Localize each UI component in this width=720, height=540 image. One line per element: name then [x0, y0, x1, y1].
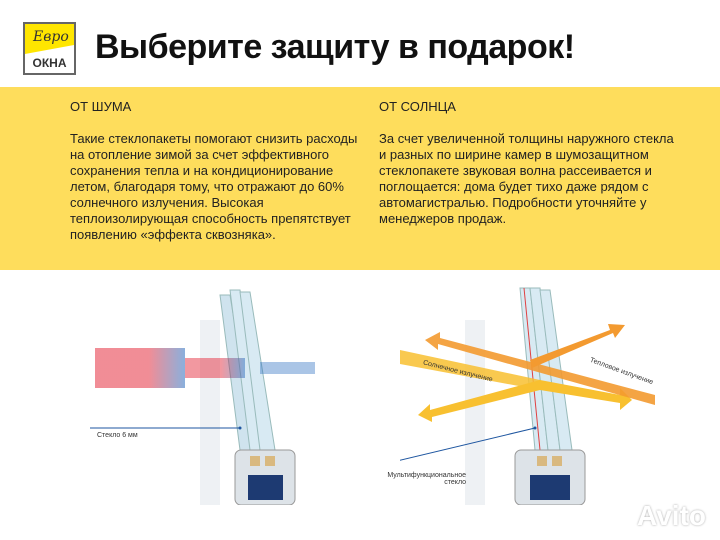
sun-window-illustration	[400, 287, 655, 505]
logo-text-evro: Евро	[33, 29, 69, 45]
multifunction-glass-caption: Мультифункциональное стекло	[384, 472, 466, 486]
caption-line-1: Мультифункциональное	[387, 472, 466, 479]
page-title: Выберите защиту в подарок!	[95, 28, 575, 66]
sun-ray	[400, 350, 540, 390]
logo: Евро ОКНА	[23, 22, 76, 75]
reflected-arrow-icon	[540, 380, 632, 410]
info-band: ОТ ШУМА Такие стеклопакеты помогают сниз…	[0, 87, 720, 270]
noise-window-illustration	[90, 289, 315, 505]
noise-heading: ОТ ШУМА	[70, 99, 132, 114]
transmitted-arrow-icon	[418, 380, 540, 422]
glass-6mm-caption: Стекло 6 мм	[97, 432, 138, 439]
logo-text-okna: ОКНА	[32, 56, 67, 70]
heat-arrow-icon	[425, 332, 655, 405]
noise-text: Такие стеклопакеты помогают снизить расх…	[70, 131, 358, 242]
sun-text: За счет увеличенной толщины наружного ст…	[379, 131, 674, 226]
sun-column: ОТ СОЛНЦА За счет увеличенной толщины на…	[379, 99, 679, 227]
noise-column: ОТ ШУМА Такие стеклопакеты помогают сниз…	[70, 99, 370, 243]
caption-line-2: стекло	[444, 479, 466, 486]
heat-out-arrow-icon	[530, 324, 625, 368]
sound-wave	[95, 348, 315, 388]
sun-heading: ОТ СОЛНЦА	[379, 99, 456, 114]
avito-watermark: Avito	[637, 500, 706, 531]
